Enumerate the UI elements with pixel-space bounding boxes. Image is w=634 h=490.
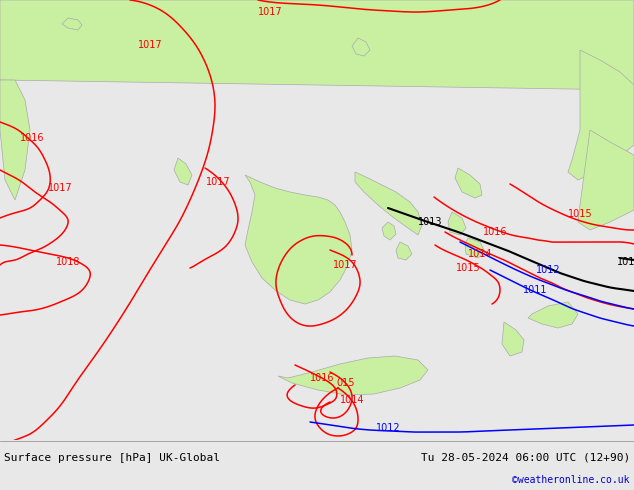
Polygon shape: [396, 242, 412, 260]
Polygon shape: [455, 168, 482, 198]
Polygon shape: [382, 222, 396, 240]
Text: 1015: 1015: [456, 263, 481, 273]
Text: ©weatheronline.co.uk: ©weatheronline.co.uk: [512, 475, 630, 485]
Text: 1012: 1012: [536, 265, 560, 275]
Text: 1018: 1018: [56, 257, 81, 267]
Polygon shape: [278, 356, 428, 395]
Text: 1014: 1014: [340, 395, 365, 405]
Text: Surface pressure [hPa] UK-Global: Surface pressure [hPa] UK-Global: [4, 452, 220, 463]
Text: 1013: 1013: [418, 217, 443, 227]
Text: 1017: 1017: [138, 40, 162, 50]
Polygon shape: [352, 38, 370, 56]
Text: 101: 101: [617, 257, 634, 267]
Text: 1012: 1012: [376, 423, 400, 433]
Polygon shape: [0, 80, 30, 200]
Polygon shape: [502, 322, 524, 356]
Text: 1017: 1017: [48, 183, 72, 193]
Polygon shape: [568, 50, 634, 180]
Polygon shape: [528, 302, 578, 328]
Text: 1016: 1016: [482, 227, 507, 237]
Text: 1015: 1015: [567, 209, 592, 219]
Polygon shape: [355, 172, 422, 235]
Text: 1017: 1017: [333, 260, 358, 270]
Polygon shape: [0, 0, 634, 90]
Polygon shape: [174, 158, 192, 185]
Text: 1011: 1011: [523, 285, 547, 295]
Polygon shape: [578, 130, 634, 230]
Text: 1017: 1017: [205, 177, 230, 187]
Text: Tu 28-05-2024 06:00 UTC (12+90): Tu 28-05-2024 06:00 UTC (12+90): [421, 452, 630, 463]
Text: 1017: 1017: [257, 7, 282, 17]
Text: 1016: 1016: [310, 373, 334, 383]
Polygon shape: [448, 212, 466, 235]
Text: 015: 015: [337, 378, 355, 388]
Polygon shape: [245, 175, 352, 304]
Polygon shape: [62, 18, 82, 30]
Polygon shape: [465, 238, 485, 258]
Text: 1014: 1014: [468, 249, 492, 259]
Text: 1016: 1016: [20, 133, 44, 143]
